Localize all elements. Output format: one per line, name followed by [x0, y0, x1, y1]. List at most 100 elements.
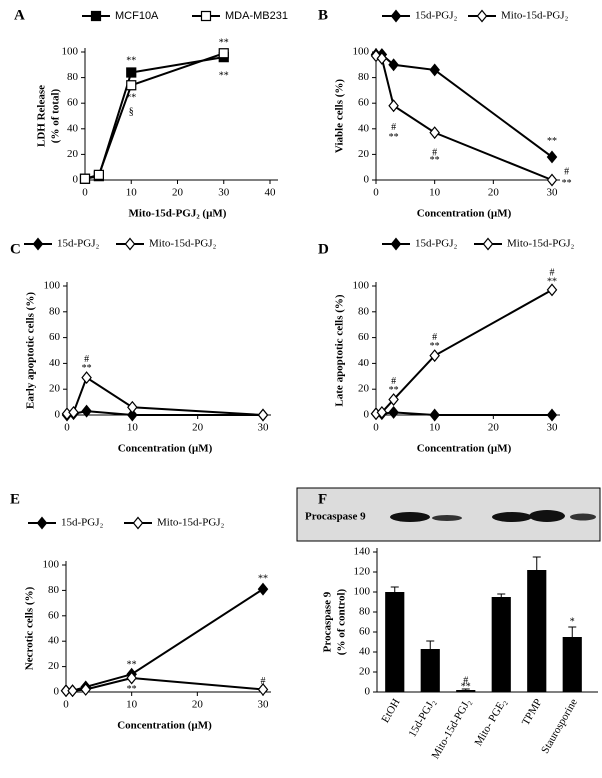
marker — [127, 400, 138, 414]
marker — [257, 683, 269, 696]
marker — [257, 408, 269, 422]
y-axis-label: Viable cells (%) — [334, 79, 346, 153]
legend-marker — [32, 237, 44, 251]
y-tick-label: 20 — [359, 666, 371, 678]
y-tick-label: 80 — [358, 305, 370, 317]
legend-marker — [390, 237, 402, 251]
y-tick-label: 80 — [48, 584, 60, 596]
y-tick-label: 0 — [73, 174, 79, 186]
x-axis-label: Concentration (µM) — [117, 720, 212, 732]
panel-letter: D — [318, 241, 329, 257]
annotation: * — [570, 616, 575, 627]
annotation: # — [391, 376, 396, 387]
marker — [546, 283, 558, 297]
marker — [127, 408, 138, 422]
y-tick-label: 0 — [55, 409, 61, 421]
y-tick-label: 80 — [49, 305, 61, 317]
x-tick-label: 10 — [126, 187, 138, 199]
series-line — [376, 53, 553, 158]
marker — [546, 150, 558, 164]
marker — [257, 582, 269, 596]
legend-label: MCF10A — [115, 10, 159, 22]
x-tick-label: Mito- PGE₂ — [472, 697, 509, 749]
y-tick-label: 40 — [359, 646, 371, 658]
marker — [218, 48, 229, 59]
annotation: ** — [127, 660, 137, 671]
marker — [93, 169, 104, 180]
y-tick-label: 40 — [358, 357, 370, 369]
marker — [546, 408, 558, 422]
y-tick-label: 60 — [49, 331, 61, 343]
legend-label: Mito-15d-PGJ₂ — [157, 517, 225, 529]
x-tick-label: 30 — [258, 699, 270, 711]
y-tick-label: 100 — [44, 280, 61, 292]
x-tick-label: 15d-PGJ₂ — [406, 697, 438, 740]
marker — [68, 405, 79, 419]
x-tick-label: 30 — [258, 422, 270, 434]
y-axis-label: Procaspase 9 — [322, 591, 334, 652]
annotation: ** — [258, 573, 268, 584]
bar — [491, 597, 511, 692]
y-tick-label: 80 — [358, 71, 370, 83]
legend-label: Mito-15d-PGJ₂ — [501, 10, 569, 22]
annotation: ** — [82, 363, 92, 374]
series-line — [66, 588, 264, 692]
annotation: ** — [430, 155, 440, 166]
x-tick-label: Staurosporine — [539, 697, 580, 756]
x-axis-label: Concentration (µM) — [118, 443, 213, 455]
annotation: # — [261, 676, 266, 687]
annotation: # — [564, 167, 569, 178]
x-tick-label: 0 — [82, 187, 88, 199]
marker — [429, 126, 440, 140]
blot-band — [529, 510, 565, 522]
bar — [420, 649, 440, 692]
x-tick-label: EtOH — [379, 697, 402, 725]
series-line — [84, 56, 224, 180]
marker — [388, 58, 399, 72]
y-tick-label: 0 — [365, 686, 371, 698]
y-tick-label: 20 — [49, 383, 61, 395]
x-tick-label: 10 — [429, 422, 441, 434]
legend-marker — [36, 516, 48, 530]
x-tick-label: 10 — [126, 699, 138, 711]
x-tick-label: 10 — [127, 422, 139, 434]
annotation: # — [391, 122, 396, 133]
y-tick-label: 20 — [358, 148, 370, 160]
series-line — [375, 288, 553, 415]
y-tick-label: 20 — [358, 383, 370, 395]
x-tick-label: 0 — [373, 422, 379, 434]
legend-label: 15d-PGJ₂ — [61, 517, 104, 529]
y-tick-label: 60 — [358, 97, 370, 109]
marker — [376, 51, 388, 65]
x-tick-label: 20 — [172, 187, 184, 199]
y-tick-label: 0 — [364, 409, 370, 421]
annotation: ** — [461, 681, 471, 692]
bar — [527, 570, 547, 692]
y-axis-label: Early apoptotic cells (%) — [25, 292, 37, 409]
legend-label: Mito-15d-PGJ₂ — [507, 238, 575, 250]
panel: D 0 20 40 60 80 100 Late apoptotic cells (%) 0 10… — [318, 238, 575, 455]
x-tick-label: 10 — [429, 187, 441, 199]
y-tick-label: 120 — [354, 566, 371, 578]
panel: E 0 20 40 60 80 100 Necrotic cells (%) 0 10 20 30 Co… — [10, 491, 271, 732]
annotation: # — [550, 267, 555, 278]
legend-label: MDA-MB231 — [225, 10, 288, 22]
marker — [429, 408, 440, 422]
y-axis-label: LDH Release — [36, 85, 48, 147]
y-tick-label: 60 — [358, 331, 370, 343]
bar — [456, 690, 476, 692]
y-tick-label: 100 — [353, 46, 370, 58]
annotation: ** — [430, 341, 440, 352]
panel-letter: B — [318, 7, 328, 23]
legend-marker — [132, 516, 144, 530]
x-tick-label: 30 — [218, 187, 230, 199]
blot-band — [432, 515, 462, 521]
y-axis-label: Late apoptotic cells (%) — [334, 294, 346, 406]
x-axis-label: Mito-15d-PGJ₂ (µM) — [129, 208, 227, 220]
marker — [79, 173, 91, 184]
y-tick-label: 80 — [67, 71, 79, 83]
x-tick-label: 20 — [192, 699, 204, 711]
annotation: ** — [126, 92, 136, 103]
